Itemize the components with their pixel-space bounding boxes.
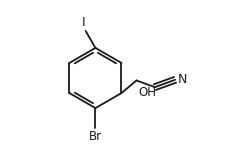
- Text: N: N: [177, 73, 187, 86]
- Text: OH: OH: [138, 86, 156, 100]
- Text: I: I: [82, 17, 85, 29]
- Text: Br: Br: [89, 130, 102, 143]
